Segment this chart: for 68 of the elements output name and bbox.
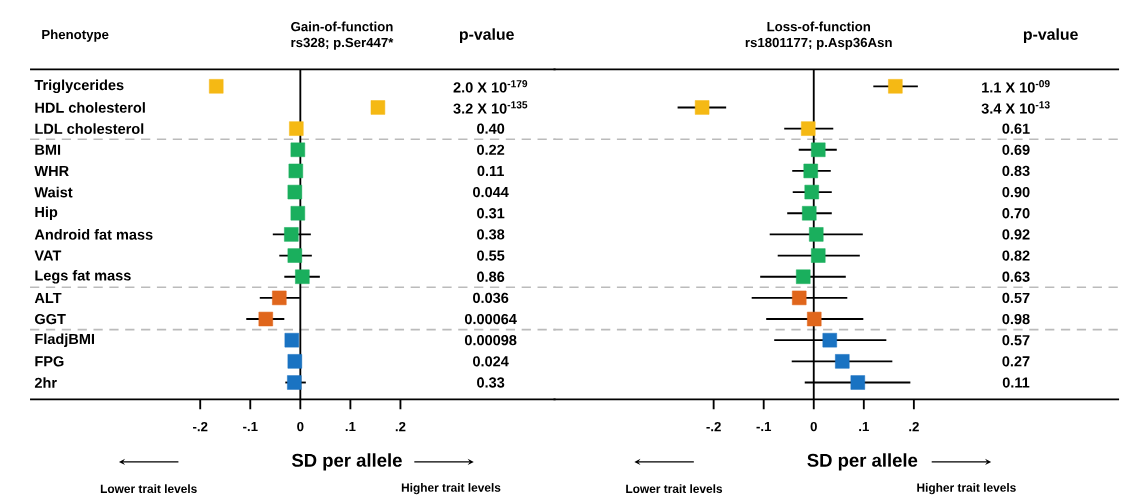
- y-tick-label: FPG: [35, 356, 64, 367]
- annotation: 0.61: [1002, 123, 1030, 135]
- annotation: 0.33: [477, 377, 505, 388]
- x-tick-label: 0: [297, 422, 304, 432]
- annotation: 0.11: [1002, 377, 1030, 388]
- annotation: 0.11: [477, 166, 504, 177]
- annotation: 0.00098: [464, 335, 517, 346]
- annotation: 0.82: [1002, 250, 1030, 261]
- y-tick-label: Android fat mass: [34, 229, 153, 240]
- annotation: 0.83: [1002, 166, 1030, 177]
- annotation: 0.38: [477, 229, 505, 240]
- text: Phenotype: [42, 29, 109, 43]
- chart-title: Loss-of-function: [767, 21, 871, 32]
- x-tick-label: .2: [909, 422, 919, 432]
- y-tick-label: 2hr: [34, 377, 57, 389]
- annotation: 0.27: [1002, 356, 1030, 367]
- y-tick-label: Legs fat mass: [35, 270, 131, 284]
- annotation: 0.57: [1002, 335, 1030, 346]
- annotation: 0.22: [477, 144, 505, 156]
- text: p-value: [1023, 28, 1078, 44]
- annotation: 0.40: [477, 123, 505, 135]
- y-tick-label: WHR: [34, 166, 69, 177]
- x-axis-title: SD per allele: [291, 453, 402, 471]
- y-tick-label: LDL cholesterol: [35, 123, 144, 135]
- annotation: 0.044: [473, 187, 509, 198]
- annotation: 0.00064: [464, 314, 517, 325]
- annotation: 0.98: [1002, 314, 1030, 325]
- text: Higher trait levels: [917, 483, 1016, 495]
- annotation: 0.69: [1002, 144, 1030, 156]
- y-tick-label: ALT: [34, 293, 62, 304]
- annotation: 0.90: [1002, 187, 1030, 198]
- x-tick-label: -.1: [243, 422, 258, 432]
- annotation: 0.70: [1002, 208, 1030, 219]
- x-tick-label: .1: [859, 422, 869, 432]
- annotation: 0.55: [477, 250, 505, 261]
- y-tick-label: Triglycerides: [34, 79, 124, 94]
- text: p-value: [459, 28, 514, 44]
- annotation: 0.63: [1002, 271, 1030, 283]
- x-tick-label: -.2: [706, 422, 721, 432]
- y-tick-label: Waist: [34, 187, 73, 198]
- y-tick-label: Hip: [35, 206, 58, 221]
- annotation: 3.2 X 10$^{-135}$: [453, 101, 528, 114]
- annotation: 0.31: [477, 208, 505, 219]
- chart-subtitle: rs1801177; p.Asp36Asn: [745, 38, 892, 50]
- text: Lower trait levels: [626, 484, 723, 494]
- x-tick-label: .1: [345, 422, 356, 432]
- annotation: 0.036: [473, 292, 509, 304]
- x-axis-title: SD per allele: [807, 453, 918, 471]
- text: Higher trait levels: [401, 483, 501, 495]
- y-tick-label: HDL cholesterol: [35, 102, 145, 114]
- annotation: 0.57: [1002, 292, 1030, 304]
- text: Lower trait levels: [100, 484, 197, 494]
- annotation: 3.4 X 10$^{-13}$: [981, 101, 1050, 114]
- x-tick-label: .2: [395, 422, 406, 432]
- chart-subtitle: rs328; p.Ser447*: [291, 38, 394, 50]
- y-tick-label: BMI: [35, 145, 61, 156]
- x-tick-label: -.2: [193, 422, 208, 432]
- annotation: 0.024: [473, 356, 509, 367]
- y-tick-label: FladjBMI: [35, 333, 95, 348]
- y-tick-label: VAT: [34, 250, 62, 261]
- annotation: 0.92: [1002, 229, 1030, 240]
- annotation: 0.86: [477, 271, 505, 283]
- annotation: 2.0 X 10$^{-179}$: [453, 80, 528, 93]
- annotation: 1.1 X 10$^{-09}$: [982, 80, 1050, 93]
- x-tick-label: 0: [810, 422, 817, 432]
- x-tick-label: -.1: [756, 422, 772, 432]
- chart-title: Gain-of-function: [291, 21, 393, 32]
- y-tick-label: GGT: [35, 314, 66, 325]
